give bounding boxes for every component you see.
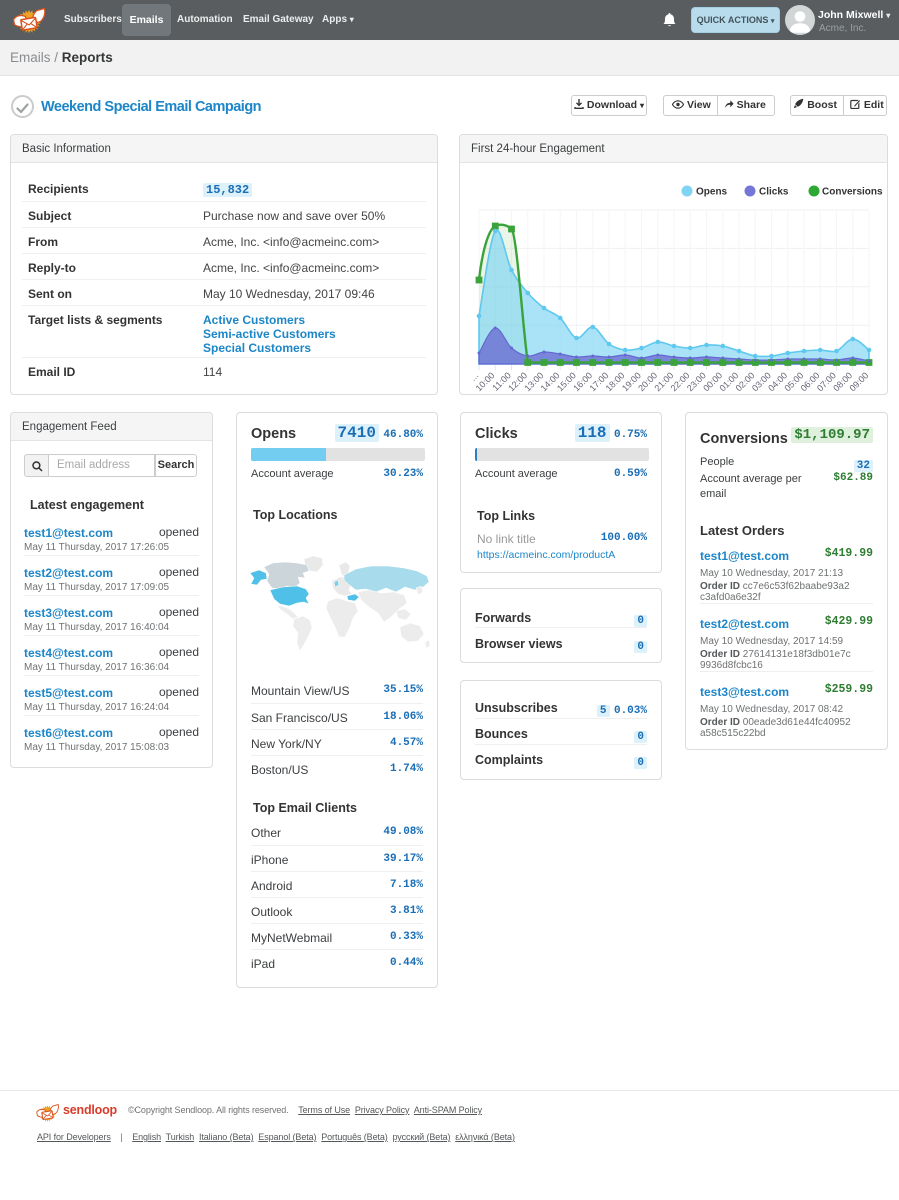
svg-text:Opens: Opens <box>696 187 728 198</box>
svg-text:09:00: 09:00 <box>847 370 870 393</box>
svg-text:Clicks: Clicks <box>759 187 789 198</box>
svg-text:Conversions: Conversions <box>822 187 883 198</box>
